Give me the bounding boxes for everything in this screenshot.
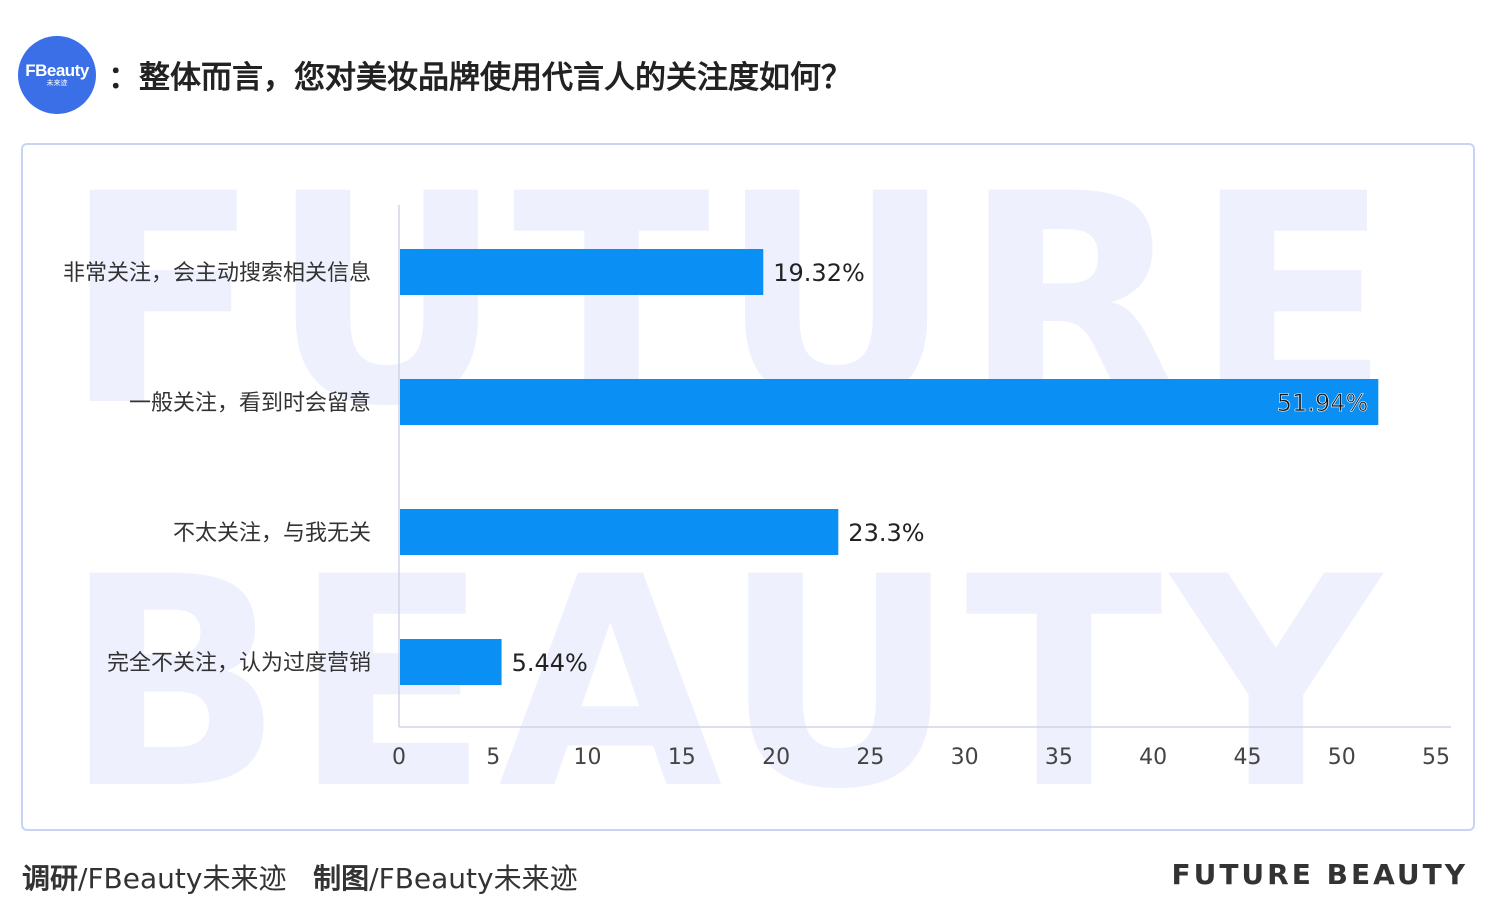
x-tick-label: 35 <box>1045 745 1073 770</box>
bar-chart: 0 5 10 15 20 25 30 35 40 45 50 55 非常关注，会主动搜索相关信息 19.3… <box>63 205 1451 770</box>
data-label: 23.3% <box>848 519 924 547</box>
research-value: /FBeauty未来迹 <box>78 862 287 895</box>
x-tick-label: 0 <box>392 745 406 770</box>
bar <box>400 639 502 685</box>
data-label: 19.32% <box>773 259 865 287</box>
chart-credit-value: /FBeauty未来迹 <box>369 862 578 895</box>
chart-title: ：整体而言，您对美妆品牌使用代言人的关注度如何？ <box>108 60 852 96</box>
x-tick-label: 10 <box>574 745 602 770</box>
x-tick-label: 25 <box>856 745 884 770</box>
x-tick-label: 55 <box>1422 745 1450 770</box>
chart-panel: FUTURE BEAUTY 0 5 10 15 20 25 30 35 40 45 50 55 非常关注… <box>21 143 1475 831</box>
bar <box>400 249 764 295</box>
x-tick-label: 15 <box>668 745 696 770</box>
logo-subtext: 未来迹 <box>46 79 68 87</box>
x-tick-label: 40 <box>1139 745 1167 770</box>
x-tick-label: 30 <box>951 745 979 770</box>
x-tick-label: 20 <box>762 745 790 770</box>
bar <box>400 379 1379 425</box>
x-tick-label: 45 <box>1233 745 1261 770</box>
x-tick-label: 5 <box>486 745 500 770</box>
category-label: 非常关注，会主动搜索相关信息 <box>63 261 371 286</box>
footer-credits: 调研/FBeauty未来迹 制图/FBeauty未来迹 <box>22 857 578 897</box>
category-label: 不太关注，与我无关 <box>173 521 371 546</box>
category-label: 一般关注，看到时会留意 <box>129 391 371 416</box>
x-tick-label: 50 <box>1328 745 1356 770</box>
chart-credit-label: 制图 <box>313 862 370 895</box>
bar <box>400 509 839 555</box>
research-label: 调研 <box>22 862 79 895</box>
logo-text: FBeauty <box>25 61 89 80</box>
category-label: 完全不关注，认为过度营销 <box>107 651 371 676</box>
data-label: 51.94% <box>1277 389 1369 417</box>
data-label: 5.44% <box>512 649 588 677</box>
fbeauty-logo: FBeauty 未来迹 <box>18 36 96 114</box>
footer-brand: FUTURE BEAUTY <box>1171 858 1468 891</box>
